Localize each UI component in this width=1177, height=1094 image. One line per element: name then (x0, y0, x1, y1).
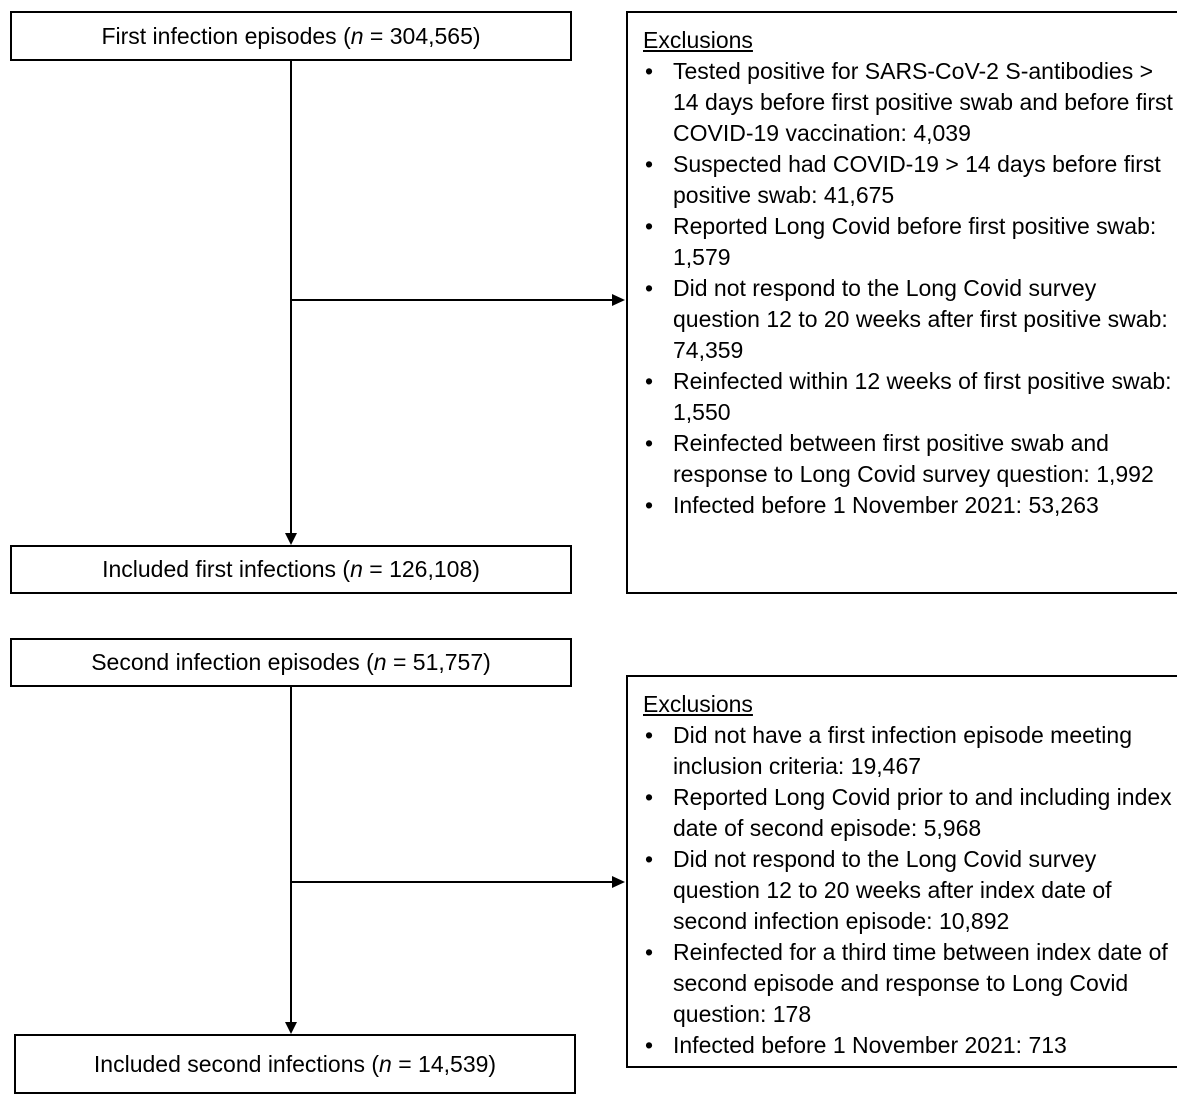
arrowhead-right-2 (612, 876, 625, 888)
exclusions-heading-2: Exclusions (643, 691, 753, 717)
exclusion-item: Did not respond to the Long Covid survey… (643, 273, 1176, 366)
exclusions-list-2: Did not have a first infection episode m… (643, 720, 1176, 1061)
exclusion-item: Suspected had COVID-19 > 14 days before … (643, 149, 1176, 211)
first-infection-episodes-box: First infection episodes (n = 304,565) (10, 11, 572, 61)
exclusion-item: Reinfected for a third time between inde… (643, 937, 1176, 1030)
exclusions-box-1: Exclusions Tested positive for SARS-CoV-… (626, 11, 1177, 594)
exclusions-list-1: Tested positive for SARS-CoV-2 S-antibod… (643, 56, 1176, 521)
first-infection-episodes-label: First infection episodes (n = 304,565) (101, 22, 481, 49)
arrowhead-down-1 (285, 533, 297, 545)
exclusion-item: Did not have a first infection episode m… (643, 720, 1176, 782)
arrowhead-down-2 (285, 1022, 297, 1034)
exclusions-box-2: Exclusions Did not have a first infectio… (626, 675, 1177, 1068)
included-first-infections-label: Included first infections (n = 126,108) (102, 556, 480, 582)
connector-line-2-horizontal (290, 881, 613, 883)
exclusion-item: Tested positive for SARS-CoV-2 S-antibod… (643, 56, 1176, 149)
exclusion-item: Reinfected between first positive swab a… (643, 428, 1176, 490)
exclusions-heading-1: Exclusions (643, 27, 753, 53)
exclusion-item: Did not respond to the Long Covid survey… (643, 844, 1176, 937)
included-second-infections-box: Included second infections (n = 14,539) (14, 1034, 576, 1094)
connector-line-1-vertical (290, 61, 292, 534)
connector-line-1-horizontal (290, 299, 613, 301)
exclusion-item: Reinfected within 12 weeks of first posi… (643, 366, 1176, 428)
exclusion-item: Infected before 1 November 2021: 713 (643, 1030, 1176, 1061)
arrowhead-right-1 (612, 294, 625, 306)
included-first-infections-box: Included first infections (n = 126,108) (10, 545, 572, 594)
exclusion-item: Infected before 1 November 2021: 53,263 (643, 490, 1176, 521)
second-infection-episodes-label: Second infection episodes (n = 51,757) (91, 649, 491, 675)
exclusion-item: Reported Long Covid prior to and includi… (643, 782, 1176, 844)
included-second-infections-label: Included second infections (n = 14,539) (93, 1050, 497, 1077)
exclusion-item: Reported Long Covid before first positiv… (643, 211, 1176, 273)
connector-line-2-vertical (290, 687, 292, 1023)
second-infection-episodes-box: Second infection episodes (n = 51,757) (10, 638, 572, 687)
